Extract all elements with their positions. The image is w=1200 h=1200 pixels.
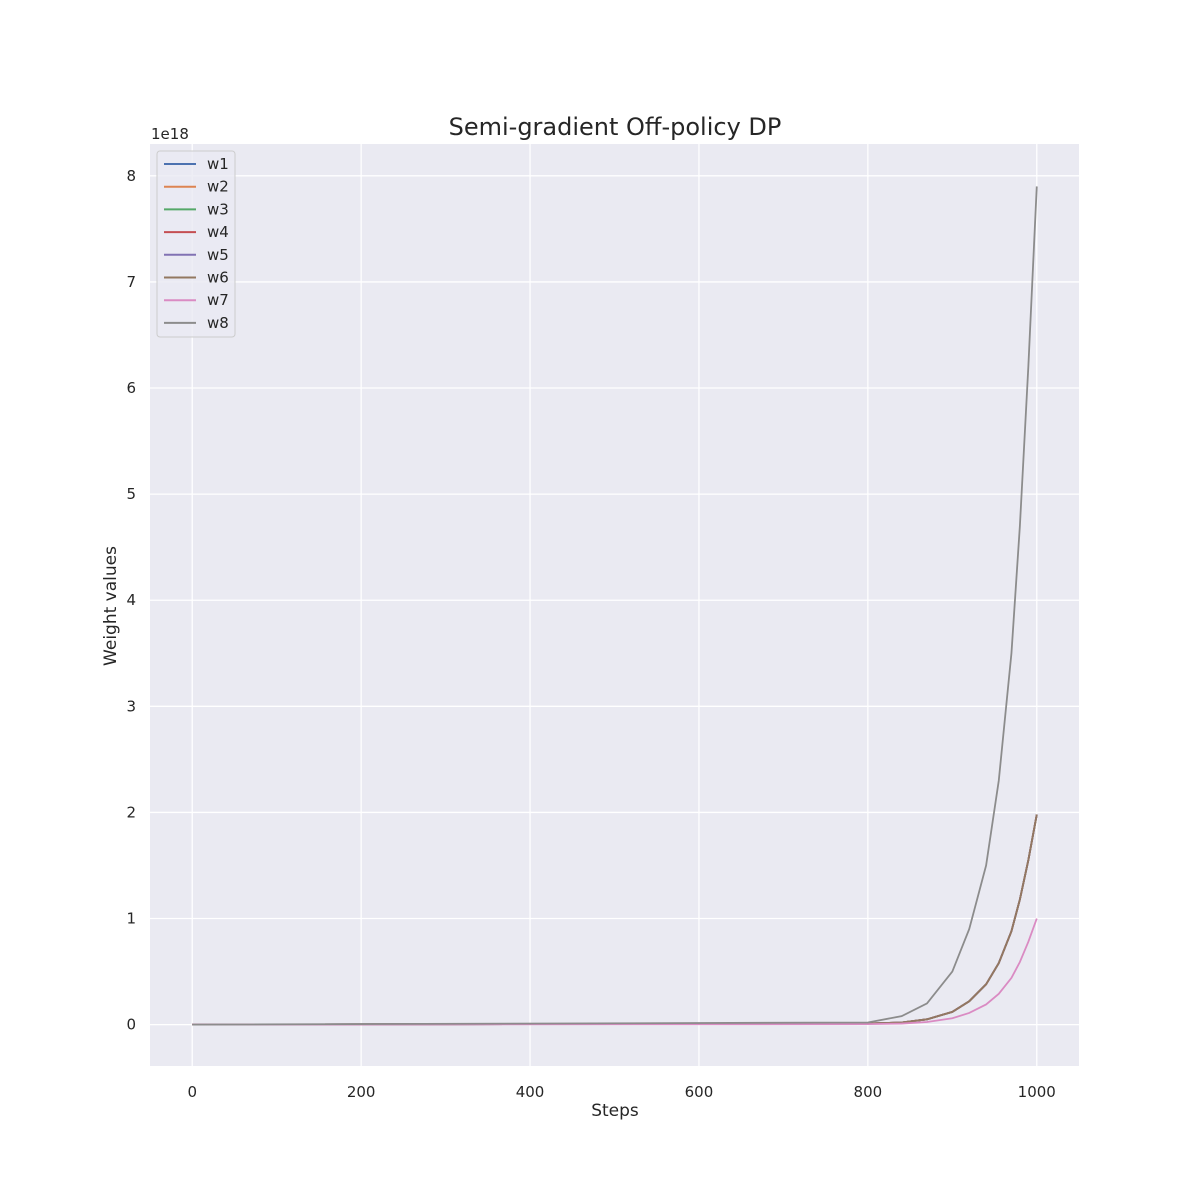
y-tick-label: 7 [126,273,136,291]
grid [150,144,1079,1066]
x-tick-label: 1000 [1018,1083,1056,1101]
legend-label-w5: w5 [207,246,229,264]
y-tick-label: 1 [126,910,136,928]
y-tick-label: 0 [126,1016,136,1034]
y-tick-label: 5 [126,485,136,503]
y-tick-label: 8 [126,167,136,185]
legend-label-w7: w7 [207,291,229,309]
plot-background [150,144,1079,1066]
y-tick-label: 2 [126,803,136,821]
legend-box [156,150,236,338]
x-tick-label: 600 [685,1083,714,1101]
x-tick-label: 200 [347,1083,376,1101]
legend-label-w6: w6 [207,269,229,287]
x-tick-label: 400 [516,1083,545,1101]
x-tick-labels: 0 200 400 600 800 1000 [187,1083,1055,1101]
legend-label-w1: w1 [207,155,229,173]
series-line-w8 [192,186,1038,1026]
y-tick-label: 6 [126,379,136,397]
y-tick-labels: 0 1 2 3 4 5 6 7 8 [126,167,136,1034]
series-line-w6 [192,814,1038,1026]
y-axis-label: Weight values [101,546,121,666]
y-tick-label: 3 [126,697,136,715]
x-tick-label: 800 [854,1083,883,1101]
y-tick-label: 4 [126,591,136,609]
legend-label-w8: w8 [207,314,229,332]
legend-label-w2: w2 [207,178,229,196]
series-line-w7 [192,918,1038,1026]
legend-label-w4: w4 [207,223,229,241]
legend-label-w3: w3 [207,200,229,218]
chart-title: Semi-gradient Off-policy DP [449,113,782,141]
x-axis-label: Steps [591,1101,639,1121]
series-lines [192,186,1038,1026]
legend: w1 w2 w3 w4 w5 w6 w7 w8 [156,150,236,338]
y-scale-offset: 1e18 [151,125,189,143]
x-tick-label: 0 [187,1083,197,1101]
